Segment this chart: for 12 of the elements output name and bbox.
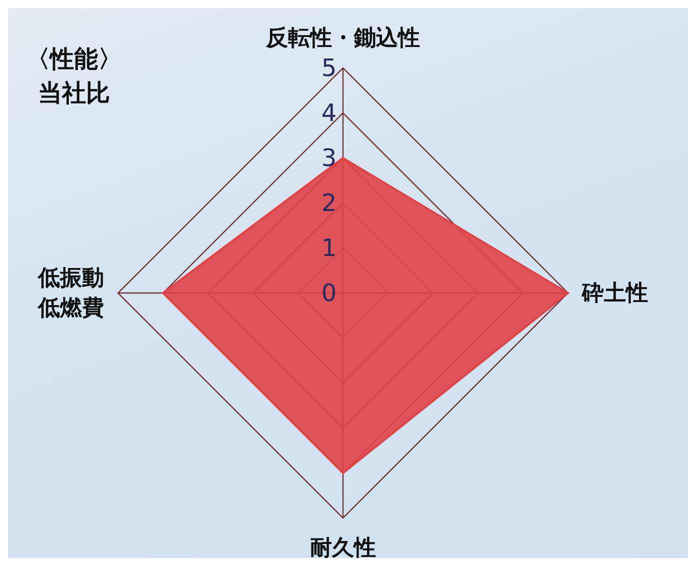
y-tick-label: 3	[321, 144, 337, 172]
text: 当社比	[37, 78, 111, 109]
y-tick-label: 2	[321, 189, 337, 217]
y-tick-label: 0	[321, 279, 337, 307]
spoke-label: 耐久性	[310, 535, 376, 561]
text: 〈性能〉	[26, 44, 122, 75]
spoke-label: 砕土性	[581, 280, 648, 306]
spoke-label: 低振動低燃費	[37, 265, 104, 321]
spoke-label: 反転性・鋤込性	[265, 25, 420, 51]
y-tick-label: 1	[321, 234, 337, 262]
y-tick-label: 4	[321, 99, 337, 127]
y-tick-label: 5	[321, 54, 337, 82]
